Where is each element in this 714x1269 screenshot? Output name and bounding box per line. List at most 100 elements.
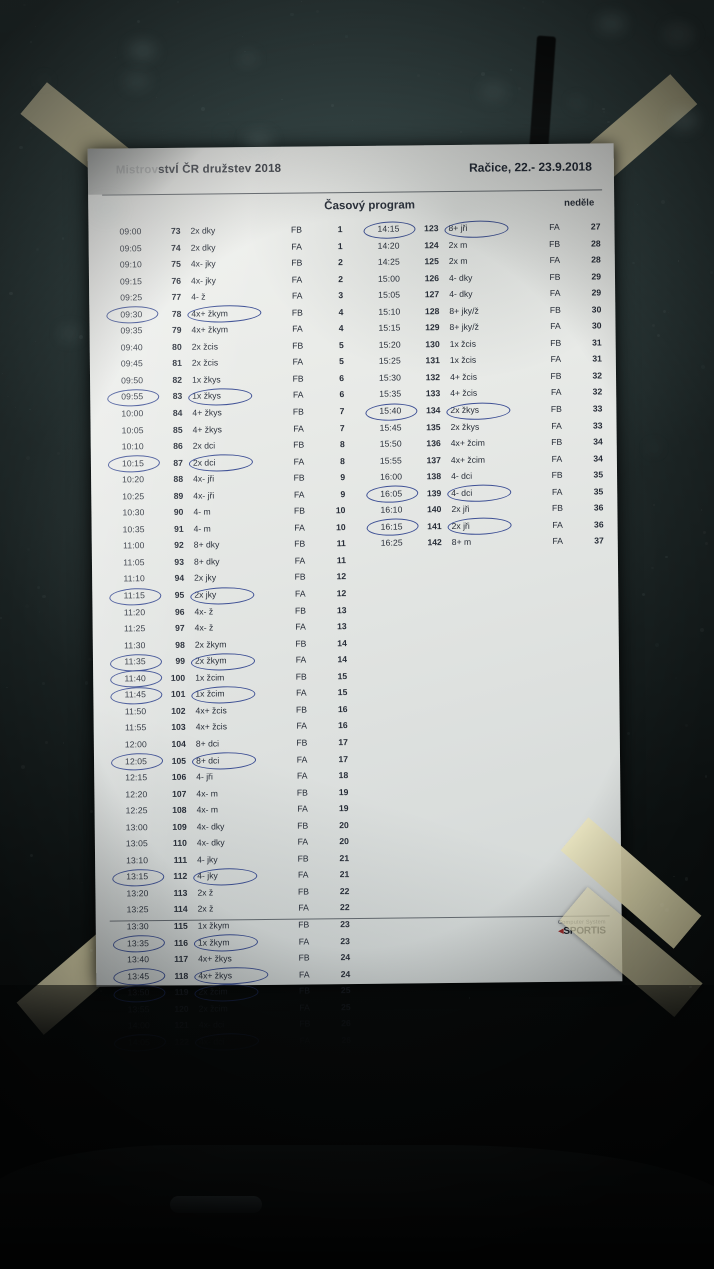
rain-droplet [0, 617, 2, 620]
rain-droplet [603, 111, 605, 113]
race-sequence: 15 [337, 687, 348, 698]
race-time: 09:25 [120, 292, 143, 303]
race-lane: FB [297, 820, 309, 831]
rain-droplet [300, 1, 302, 3]
race-lane: FB [550, 337, 562, 348]
race-event: 4- jky [197, 870, 218, 881]
race-event: 2x ž [197, 887, 214, 898]
race-number: 115 [173, 920, 188, 931]
race-sequence: 1 [337, 240, 343, 251]
race-time: 11:30 [124, 639, 146, 651]
race-event: 4- dky [448, 272, 473, 283]
race-sequence: 20 [339, 819, 349, 830]
race-number: 94 [174, 573, 185, 584]
race-lane: FB [549, 304, 561, 315]
race-lane: FA [551, 453, 563, 464]
rain-droplet [703, 531, 706, 534]
race-time: 15:30 [378, 372, 402, 383]
race-event: 8+ dky [193, 556, 220, 567]
race-lane: FA [295, 621, 306, 632]
rain-droplet [641, 592, 645, 596]
race-lane: FA [294, 588, 306, 599]
race-lane: FB [291, 257, 303, 268]
rain-droplet [684, 877, 689, 881]
race-number: 100 [170, 672, 186, 683]
race-time: 09:05 [119, 242, 142, 253]
race-time: 15:35 [379, 388, 402, 400]
race-lane: FB [292, 406, 304, 417]
race-event: 4x+ žcim [450, 454, 486, 465]
race-lane: FA [549, 221, 560, 232]
rain-droplet [29, 408, 31, 411]
race-event: 1x žkym [197, 936, 230, 948]
rain-droplet [57, 452, 60, 455]
race-lane: FB [294, 605, 307, 616]
rain-droplet [351, 120, 353, 122]
race-event: 2x m [448, 239, 468, 250]
race-lane: FA [551, 486, 563, 497]
race-number: 139 [426, 487, 442, 498]
race-time: 16:15 [380, 521, 403, 532]
race-time: 09:45 [120, 358, 143, 369]
race-time: 11:10 [123, 573, 145, 584]
race-time: 15:25 [378, 355, 401, 367]
race-lane: FA [552, 519, 563, 530]
race-event: 4+ žcis [450, 388, 478, 399]
race-time: 12:15 [125, 772, 148, 783]
race-number: 107 [171, 788, 187, 799]
race-sequence: 11 [336, 538, 346, 549]
race-number: 116 [174, 937, 188, 948]
race-number: 99 [175, 656, 186, 667]
race-time: 15:40 [379, 405, 402, 416]
race-lane: FB [293, 472, 305, 483]
rain-droplet [24, 804, 25, 805]
race-event: 2x žkym [194, 639, 227, 650]
rain-droplet [115, 57, 116, 58]
race-event: 4x+ žkym [191, 308, 228, 319]
race-number: 126 [424, 272, 440, 283]
race-sequence: 11 [336, 555, 346, 566]
printed-page: MistrovstvÍ ČR družstev 2018 Račice, 22.… [88, 143, 623, 1053]
race-number: 130 [425, 338, 440, 350]
race-lane: FA [550, 354, 562, 365]
race-number: 79 [171, 325, 182, 336]
race-sequence: 9 [340, 488, 346, 499]
race-time: 11:00 [123, 540, 145, 551]
race-number: 97 [175, 622, 185, 634]
race-time: 11:15 [123, 590, 146, 601]
race-sequence: 2 [338, 273, 344, 284]
race-lane: FB [297, 853, 309, 864]
race-event: 1x žcis [449, 338, 477, 349]
race-event: 4x+ žcis [195, 705, 227, 716]
race-sequence: 18 [338, 770, 349, 781]
race-sequence: 23 [340, 919, 350, 930]
race-sequence: 22 [339, 902, 350, 913]
rain-droplet [438, 73, 440, 75]
race-event: 1x žcim [195, 688, 225, 699]
race-sequence: 24 [340, 952, 351, 963]
race-time: 16:05 [380, 488, 403, 499]
race-time: 09:30 [120, 308, 143, 320]
race-time: 10:10 [121, 441, 144, 452]
race-time: 16:00 [380, 471, 403, 482]
race-sequence: 21 [339, 869, 350, 880]
race-number: 141 [427, 520, 442, 532]
rain-droplet [62, 237, 65, 240]
race-lane: FB [549, 238, 561, 249]
rain-droplet [35, 340, 37, 342]
race-sequence: 7 [339, 422, 345, 433]
race-sequence: 29 [591, 271, 602, 282]
race-time: 14:25 [377, 256, 400, 267]
race-event: 4- jři [196, 771, 213, 782]
race-time: 11:25 [123, 623, 146, 634]
race-event: 2x žkym [194, 655, 227, 666]
rain-droplet [710, 351, 711, 352]
rain-droplet [19, 146, 23, 150]
race-event: 4x+ žcis [195, 721, 228, 733]
race-sequence: 16 [338, 720, 348, 731]
race-time: 10:20 [122, 474, 145, 485]
race-lane: FB [551, 470, 563, 481]
race-time: 13:20 [126, 888, 149, 899]
race-event: 4x+ žkys [198, 953, 232, 964]
race-number: 109 [172, 821, 187, 832]
